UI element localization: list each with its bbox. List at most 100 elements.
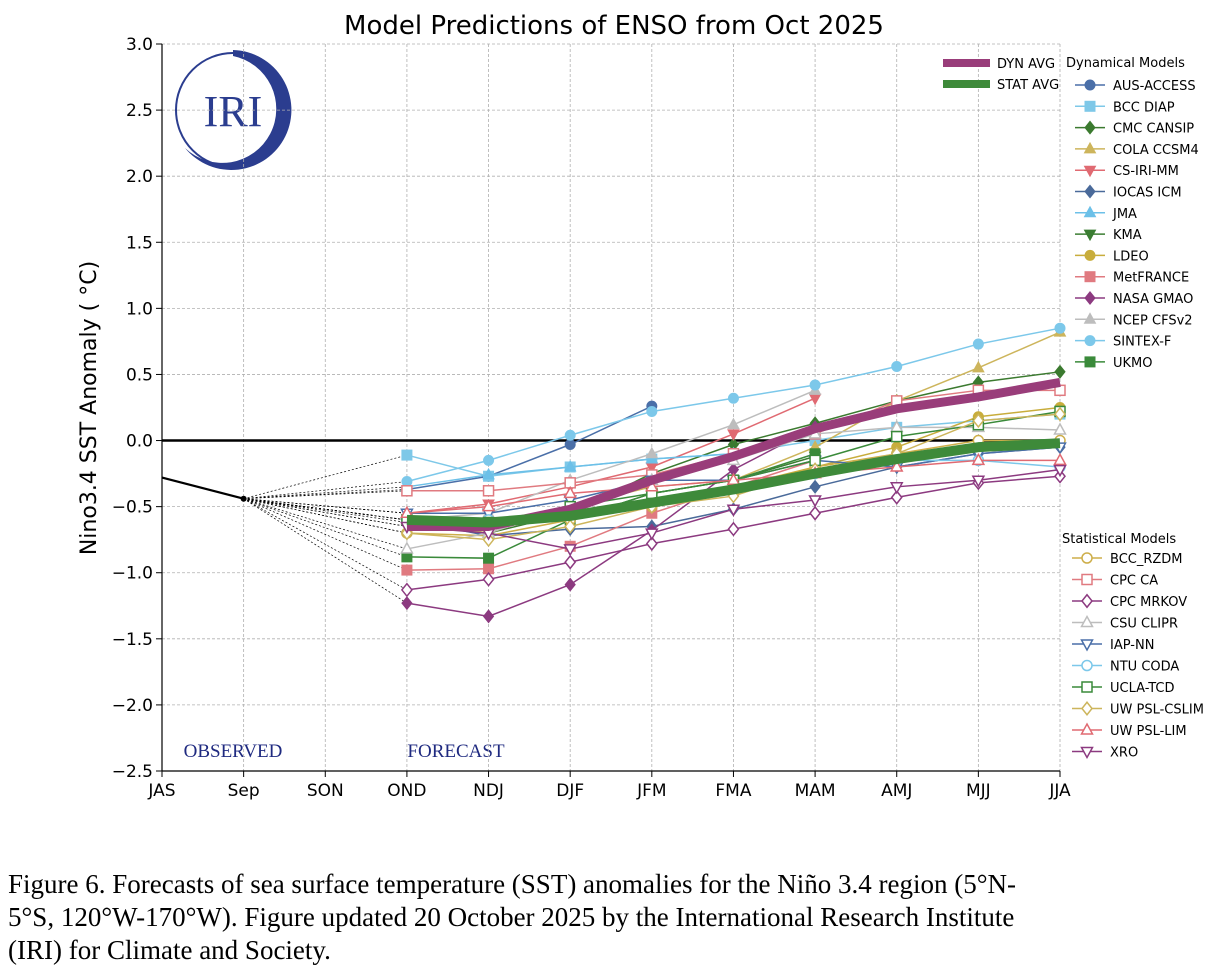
connector	[243, 498, 407, 523]
legend-label: MetFRANCE	[1113, 271, 1189, 286]
connector	[243, 490, 407, 500]
y-tick-label: 0.5	[126, 365, 153, 385]
marker	[482, 467, 495, 480]
marker	[1081, 681, 1093, 693]
legend-label: NTU CODA	[1110, 660, 1179, 675]
marker	[1053, 452, 1067, 466]
marker	[1081, 701, 1093, 716]
marker	[564, 577, 576, 592]
legend-label: COLA CCSM4	[1113, 143, 1199, 158]
marker	[972, 360, 985, 373]
marker	[401, 485, 413, 497]
caption-line: (IRI) for Climate and Society.	[8, 935, 331, 965]
marker	[564, 439, 576, 451]
marker	[727, 392, 739, 404]
observed-line	[161, 476, 244, 500]
legend-label: UKMO	[1113, 356, 1153, 371]
marker	[483, 552, 495, 564]
marker	[401, 596, 413, 611]
marker	[809, 379, 821, 391]
x-tick-label: JJA	[1048, 781, 1071, 801]
marker	[1083, 141, 1097, 154]
legend-label: SINTEX-F	[1113, 335, 1171, 350]
logo-crescent	[185, 50, 292, 170]
y-tick-label: 2.0	[126, 167, 153, 187]
marker	[1083, 229, 1097, 242]
marker	[401, 564, 413, 576]
x-tick-label: DJF	[556, 781, 584, 801]
legend-title: Dynamical Models	[1066, 56, 1185, 71]
marker	[563, 544, 577, 557]
marker	[1081, 573, 1093, 586]
marker	[400, 505, 414, 518]
marker	[891, 361, 903, 373]
marker	[1083, 205, 1097, 218]
marker	[890, 489, 903, 505]
marker	[400, 541, 414, 554]
connector	[243, 498, 407, 514]
marker	[808, 495, 822, 508]
model-line	[406, 389, 816, 521]
marker	[1054, 364, 1066, 379]
observed-point	[240, 495, 247, 502]
y-tick-label: −2.0	[112, 696, 153, 716]
marker	[727, 521, 740, 537]
y-tick-label: 3.0	[126, 35, 153, 55]
model-line	[406, 426, 816, 618]
marker	[564, 519, 577, 534]
marker	[726, 472, 741, 485]
connector	[243, 498, 408, 571]
marker	[890, 430, 903, 443]
model-line	[406, 405, 653, 491]
marker	[1084, 120, 1096, 135]
legend-label: UW PSL-LIM	[1110, 724, 1187, 739]
y-tick-label: 1.0	[126, 299, 153, 319]
y-tick-label: −1.5	[112, 630, 153, 650]
chart-title: Model Predictions of ENSO from Oct 2025	[344, 11, 884, 41]
marker	[726, 504, 741, 517]
marker	[1084, 100, 1096, 112]
logo: IRI	[175, 50, 292, 170]
marker	[889, 459, 904, 472]
marker	[1053, 464, 1067, 478]
x-tick-label: MJJ	[966, 781, 991, 801]
connector	[243, 498, 408, 550]
annotation: OBSERVED	[184, 741, 283, 762]
marker	[1084, 184, 1096, 199]
legend-label: CPC CA	[1110, 574, 1158, 589]
marker	[401, 476, 413, 488]
marker	[1084, 249, 1096, 261]
legend-label: IAP-NN	[1110, 638, 1154, 653]
legend-label: JMA	[1112, 207, 1137, 222]
y-tick-label: 0.0	[126, 432, 153, 452]
legend-label: DYN AVG	[997, 57, 1055, 72]
marker	[727, 417, 740, 430]
legend-label: IOCAS ICM	[1113, 186, 1182, 201]
marker	[727, 429, 740, 441]
marker	[1083, 312, 1097, 324]
x-tick-label: SON	[307, 781, 344, 801]
marker	[1083, 165, 1097, 178]
connector	[243, 481, 407, 500]
legend-label: UW PSL-CSLIM	[1110, 703, 1204, 718]
legend-label: UCLA-TCD	[1110, 681, 1175, 696]
marker	[809, 479, 821, 494]
marker	[1081, 552, 1093, 564]
marker	[482, 571, 495, 587]
legend-label: NASA GMAO	[1113, 292, 1193, 307]
legend-label: BCC_RZDM	[1110, 552, 1183, 567]
x-tick-label: JAS	[147, 781, 175, 801]
marker	[400, 582, 413, 598]
connector	[243, 498, 408, 558]
annotation: FORECAST	[407, 741, 505, 762]
marker	[1080, 746, 1094, 760]
marker	[564, 429, 576, 441]
marker	[1053, 422, 1067, 435]
marker	[889, 482, 904, 495]
marker	[1054, 322, 1066, 334]
connector	[243, 454, 407, 500]
marker	[1084, 335, 1096, 347]
x-tick-label: Sep	[228, 781, 260, 801]
y-axis-label: Nino3.4 SST Anomaly ( °C)	[77, 261, 102, 555]
